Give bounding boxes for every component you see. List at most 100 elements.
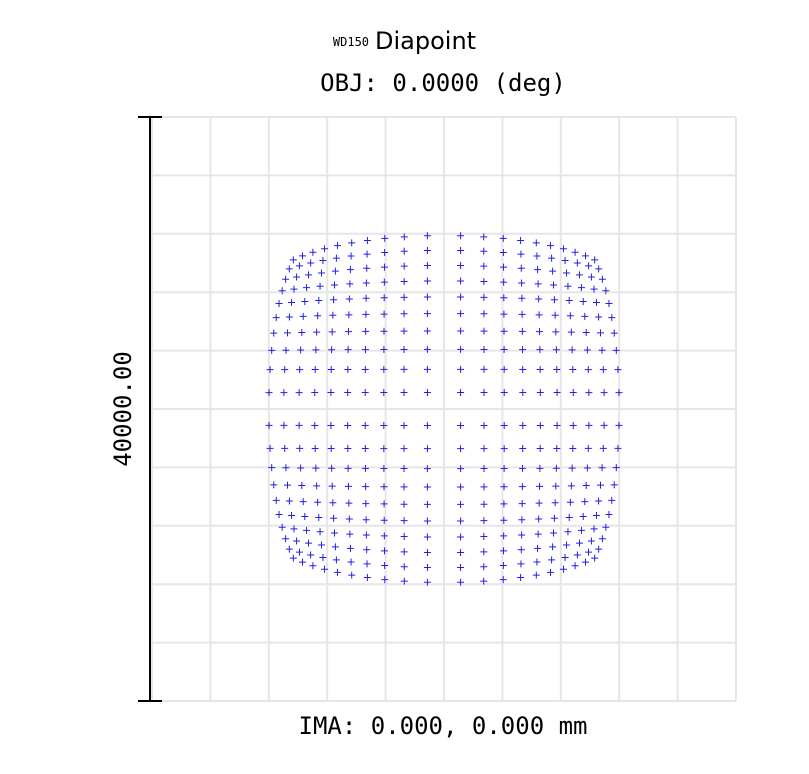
spot-point — [282, 275, 290, 283]
spot-point — [457, 465, 465, 473]
spot-point — [361, 389, 369, 397]
spot-point — [363, 236, 371, 244]
spot-point — [423, 310, 431, 318]
spot-point — [500, 389, 508, 397]
spot-point — [361, 346, 369, 354]
spot-point — [595, 265, 603, 273]
spot-point — [282, 535, 290, 543]
spot-point — [423, 483, 431, 491]
chart-title: WD150 Diapoint — [0, 27, 809, 55]
spot-point — [311, 389, 319, 397]
spot-point — [381, 234, 389, 242]
spot-point — [275, 510, 283, 518]
spot-point — [519, 445, 527, 453]
spot-point — [423, 445, 431, 453]
spot-point — [457, 483, 465, 491]
spot-point — [575, 539, 583, 547]
spot-point — [290, 525, 298, 533]
spot-point — [500, 310, 508, 318]
spot-point — [565, 297, 573, 305]
spot-point — [400, 247, 408, 255]
spot-point — [569, 421, 577, 429]
spot-point — [561, 554, 569, 562]
spot-point — [400, 293, 408, 301]
spot-point — [400, 365, 408, 373]
spot-point — [327, 389, 335, 397]
spot-point — [284, 481, 292, 489]
spot-point — [278, 287, 286, 295]
title-text: Diapoint — [375, 27, 477, 55]
spot-point — [480, 445, 488, 453]
spot-point — [534, 266, 542, 274]
spot-point — [547, 568, 555, 576]
spot-point — [301, 297, 309, 305]
spot-point — [553, 444, 561, 452]
spot-point — [266, 366, 274, 374]
spot-point — [423, 548, 431, 556]
spot-point — [561, 256, 569, 264]
spot-point — [423, 500, 431, 508]
spot-point — [568, 464, 576, 472]
spot-point — [380, 263, 388, 271]
spot-point — [553, 366, 561, 374]
spot-point — [585, 262, 593, 270]
spot-point — [552, 464, 560, 472]
spot-point — [553, 389, 561, 397]
spot-point — [533, 252, 541, 260]
spot-point — [344, 482, 352, 490]
spot-point — [330, 514, 338, 522]
spot-point — [344, 421, 352, 429]
spot-point — [564, 528, 572, 536]
spot-point — [348, 571, 356, 579]
spot-point — [499, 561, 507, 569]
spot-point — [500, 516, 508, 524]
spot-point — [285, 497, 293, 505]
spot-point — [344, 328, 352, 336]
scale-bar — [138, 116, 162, 702]
scale-label: 40000.00 — [109, 351, 137, 467]
spot-point — [615, 389, 623, 397]
spot-point — [328, 346, 336, 354]
spot-point — [311, 421, 319, 429]
spot-point — [313, 328, 321, 336]
spot-point — [331, 267, 339, 275]
spot-point — [500, 445, 508, 453]
spot-point — [591, 256, 599, 264]
image-position-label: IMA: 0.000, 0.000 mm — [298, 712, 588, 740]
spot-point — [598, 464, 606, 472]
spot-point — [587, 273, 595, 281]
spot-point — [535, 515, 543, 523]
spot-point — [534, 544, 542, 552]
spot-point — [400, 563, 408, 571]
spot-point — [299, 312, 307, 320]
spot-point — [289, 554, 297, 562]
spot-point — [457, 389, 465, 397]
spot-point — [296, 366, 304, 374]
spot-point — [480, 345, 488, 353]
spot-point — [423, 465, 431, 473]
spot-point — [361, 421, 369, 429]
spot-point — [380, 365, 388, 373]
spot-point — [309, 248, 317, 256]
spot-point — [535, 311, 543, 319]
spot-point — [345, 515, 353, 523]
spot-point — [615, 421, 623, 429]
spot-point — [400, 517, 408, 525]
spot-point — [457, 262, 465, 270]
spot-point — [569, 444, 577, 452]
spot-point — [278, 523, 286, 531]
spot-point — [552, 482, 560, 490]
spot-point — [559, 245, 567, 253]
spot-point — [288, 512, 296, 520]
spot-point — [480, 421, 488, 429]
spot-point — [362, 500, 370, 508]
spot-point — [559, 565, 567, 573]
spot-point — [480, 465, 488, 473]
spot-point — [328, 482, 336, 490]
spot-point — [582, 558, 590, 566]
spot-point — [566, 498, 574, 506]
spot-point — [380, 483, 388, 491]
spot-point — [298, 482, 306, 490]
spot-point — [480, 327, 488, 335]
spot-point — [346, 530, 354, 538]
